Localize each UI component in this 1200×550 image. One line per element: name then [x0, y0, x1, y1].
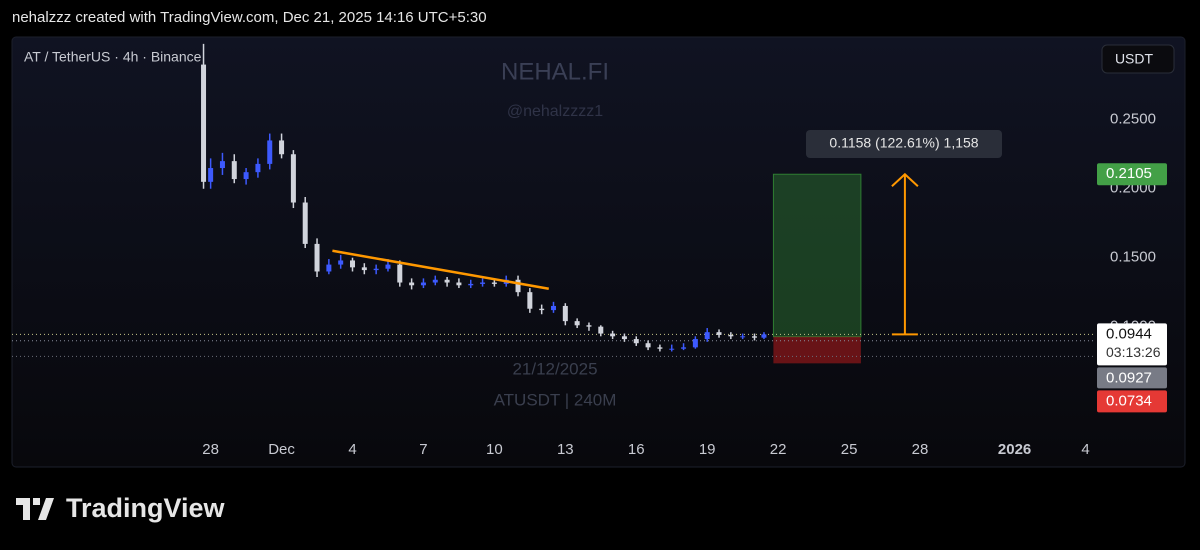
trendline: [332, 249, 549, 290]
candle-body: [385, 264, 391, 269]
candle-body: [397, 264, 403, 283]
candle-body: [704, 332, 710, 340]
profit-zone: [772, 173, 862, 338]
candle-body: [290, 154, 296, 203]
brand: TradingView: [66, 493, 226, 523]
target-price-label-box: [1097, 163, 1167, 186]
x-tick-label: 10: [486, 441, 503, 458]
target-price-label: 0.2105: [1106, 165, 1152, 182]
candle-body: [692, 339, 698, 348]
candle-body: [219, 161, 225, 169]
x-tick-label: 4: [348, 441, 356, 458]
symbol-title: AT / TetherUS · 4h · Binance: [24, 49, 202, 65]
candle-body: [350, 260, 356, 268]
candle-body: [231, 161, 237, 180]
candle-body: [610, 333, 616, 337]
measure-arrow-head: [891, 172, 919, 187]
candle-body: [267, 140, 273, 164]
candle-body: [598, 326, 604, 334]
candle-body: [326, 264, 332, 272]
candle-body: [645, 343, 651, 348]
watermark: NEHAL.FI: [501, 58, 609, 85]
watermark: @nehalzzzz1: [507, 103, 603, 120]
currency-label: USDT: [1115, 51, 1154, 67]
candle-body: [669, 348, 675, 350]
candle-body: [657, 347, 663, 349]
entry-price-label-box: [1097, 367, 1167, 389]
candle-body: [761, 334, 767, 338]
candle-body: [243, 172, 249, 180]
measure-tooltip: [806, 130, 1002, 158]
candle-body: [633, 339, 639, 344]
candle-body: [468, 283, 474, 286]
loss-zone: [773, 336, 861, 364]
candle-body: [728, 334, 734, 337]
candle-body: [751, 336, 757, 338]
x-tick-label: 4: [1081, 441, 1089, 458]
last-price-label-box: [1097, 323, 1167, 366]
candle-body: [539, 308, 545, 311]
candle-body: [373, 268, 379, 271]
x-tick-label: 2026: [998, 441, 1031, 458]
candle-body: [491, 282, 497, 284]
candle-body: [551, 305, 556, 311]
measure-label: 0.1158 (122.61%) 1,158: [829, 135, 978, 151]
watermark: ATUSDT | 240M: [494, 390, 617, 409]
candle-body: [681, 347, 687, 349]
x-tick-label: 28: [202, 441, 219, 458]
x-tick-label: Dec: [268, 441, 295, 458]
x-tick-label: 13: [557, 441, 574, 458]
candle-body: [302, 202, 308, 244]
candle-body: [444, 279, 450, 283]
candle-body: [208, 168, 214, 182]
entry-price-label: 0.0927: [1106, 369, 1152, 386]
header: nehalzzz created with TradingView.com, D…: [12, 9, 487, 26]
candle-body: [480, 282, 486, 284]
candle-body: [562, 305, 568, 322]
x-tick-label: 25: [841, 441, 858, 458]
candle-body: [716, 332, 722, 335]
y-tick-label: 0.2500: [1110, 111, 1156, 128]
candle-body: [574, 321, 580, 326]
x-tick-label: 19: [699, 441, 716, 458]
candle-body: [279, 140, 285, 155]
candle-body: [409, 282, 415, 286]
tradingview-logo: TradingView: [16, 493, 226, 523]
x-tick-label: 7: [419, 441, 427, 458]
watermark: 21/12/2025: [512, 359, 597, 378]
currency-button[interactable]: [1101, 44, 1175, 74]
candle-body: [201, 64, 207, 182]
candle-body: [621, 336, 627, 340]
candle-body: [515, 279, 521, 293]
stop-price-label-box: [1097, 390, 1167, 413]
candle-body: [527, 292, 533, 309]
candle-body: [456, 282, 462, 286]
candle-body: [338, 260, 344, 265]
x-tick-label: 16: [628, 441, 645, 458]
last-price-label: 0.0944: [1106, 325, 1152, 342]
y-tick-label: 0.1500: [1110, 249, 1156, 266]
candle-body: [740, 336, 746, 338]
candle-body: [255, 163, 261, 173]
candle-body: [361, 267, 367, 271]
countdown: 03:13:26: [1106, 344, 1161, 360]
candle-body: [314, 243, 320, 272]
candle-body: [586, 325, 592, 327]
stop-price-label: 0.0734: [1106, 392, 1152, 409]
x-tick-label: 28: [912, 441, 929, 458]
candle-body: [420, 282, 426, 286]
candle-body: [432, 279, 438, 283]
x-tick-label: 22: [770, 441, 787, 458]
